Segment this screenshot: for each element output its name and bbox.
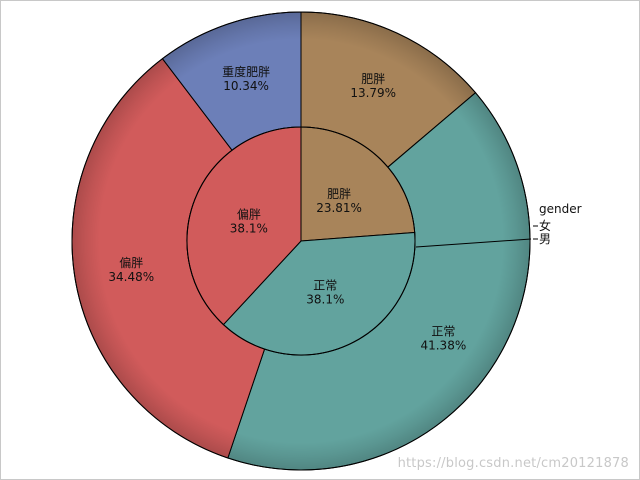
inner-border xyxy=(186,126,416,356)
outer-border xyxy=(71,11,531,471)
legend-leader-line xyxy=(415,238,532,248)
inner-label-1: 正常 38.1% xyxy=(306,278,344,306)
legend-entry-0: 女 xyxy=(539,218,551,233)
legend-title: gender xyxy=(539,202,582,216)
inner-label-2: 偏胖 38.1% xyxy=(230,207,268,236)
watermark-text: https://blog.csdn.net/cm20121878 xyxy=(397,456,629,471)
outer-label-4: 重度肥胖 10.34% xyxy=(222,64,270,93)
inner-label-0: 肥胖 23.81% xyxy=(316,187,362,215)
legend: gender 女男 xyxy=(415,202,582,248)
inner-ring: 肥胖 23.81% 正常 38.1% 偏胖 38.1% xyxy=(186,126,416,356)
legend-entry-1: 男 xyxy=(539,232,551,246)
